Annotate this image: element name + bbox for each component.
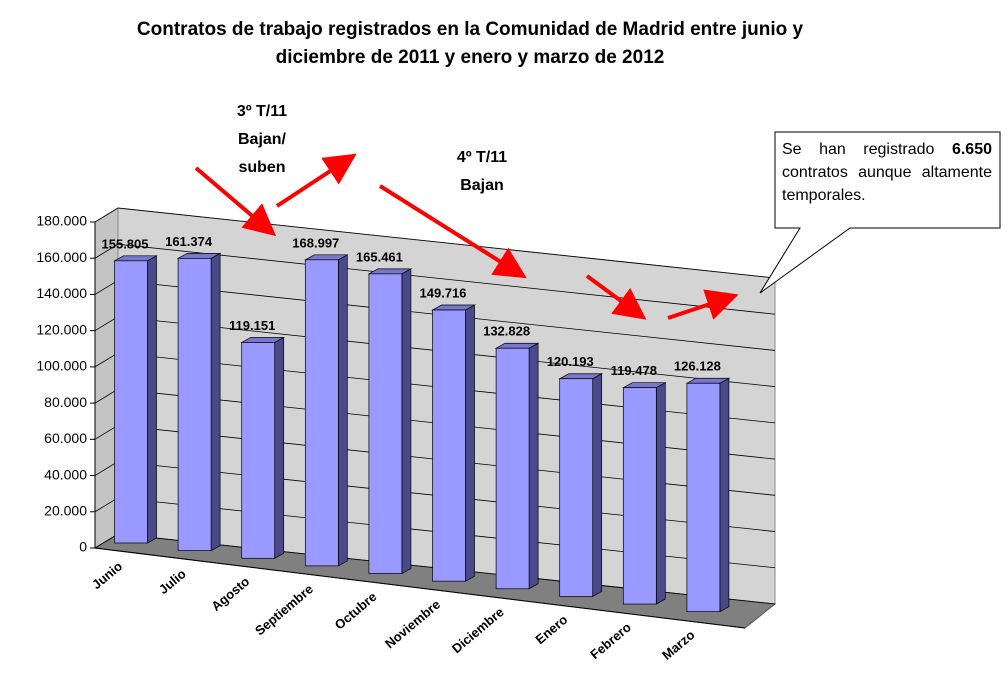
value-label: 165.461 (356, 249, 403, 264)
x-tick-label: Agosto (208, 574, 252, 614)
bar-side (655, 382, 666, 605)
value-label: 168.997 (292, 235, 339, 250)
x-tick-label: Julio (156, 566, 189, 597)
bar-front (304, 259, 339, 567)
bar (176, 252, 222, 552)
y-tick-label: 80.000 (44, 394, 87, 410)
bar (685, 377, 731, 613)
value-label: 132.828 (483, 324, 530, 339)
x-tick-label: Febrero (587, 619, 634, 662)
x-tick-label: Enero (532, 612, 570, 647)
arrow (275, 153, 357, 208)
annotation: Bajan/ (238, 131, 287, 148)
bar-front (114, 260, 148, 544)
value-label: 120.193 (547, 354, 594, 369)
bar (367, 268, 413, 575)
x-tick-label: Septiembre (252, 581, 316, 638)
bar-side (337, 254, 348, 567)
bar-side (210, 252, 221, 552)
x-tick-label: Octubre (332, 589, 380, 633)
chart-title: Contratos de trabajo registrados en la C… (137, 19, 804, 40)
bar (431, 304, 476, 582)
arrow (378, 184, 527, 279)
bar-side (528, 342, 539, 590)
annotation: 3º T/11 (237, 103, 287, 120)
callout-part: contratos aunque altamente temporales. (782, 164, 992, 204)
callout-part: Se han registrado (782, 141, 935, 158)
bar (558, 373, 604, 598)
callout-box (759, 131, 1001, 294)
grid-line (94, 243, 776, 315)
x-tick-label: Marzo (659, 627, 697, 663)
bar-side (465, 304, 475, 582)
bar-front (432, 309, 466, 582)
bar-side (147, 255, 157, 544)
y-tick-label: 0 (79, 539, 87, 555)
x-tick-label: Diciembre (449, 604, 507, 656)
arrow (585, 274, 647, 320)
bar-front (495, 347, 530, 590)
x-tick-label: Noviembre (382, 597, 443, 652)
annotation: suben (238, 159, 285, 176)
bar-front (368, 273, 403, 574)
value-label: 119.478 (611, 363, 657, 378)
bar-front (177, 258, 212, 551)
y-tick-label: 160.000 (36, 249, 87, 265)
chart-title: diciembre de 2011 y enero y marzo de 201… (276, 47, 665, 68)
y-tick-label: 120.000 (36, 321, 87, 337)
callout-text: Se han registrado 6.650 contratos aunque… (782, 138, 992, 207)
y-tick-label: 20.000 (44, 502, 87, 518)
bar-front (559, 378, 594, 597)
arrow (667, 289, 739, 320)
x-axis (94, 547, 746, 629)
bar (303, 254, 349, 567)
x-tick-label: Junio (89, 558, 125, 592)
grid-line (94, 207, 776, 279)
y-tick-label: 140.000 (36, 285, 87, 301)
value-label: 155.805 (102, 236, 149, 251)
callout-bold: 6.650 (951, 141, 992, 158)
y-tick-label: 40.000 (44, 466, 87, 482)
value-label: 149.716 (420, 285, 467, 300)
bar-side (274, 336, 285, 559)
y-tick-label: 60.000 (44, 430, 87, 446)
bar-front (241, 342, 276, 559)
value-label: 119.151 (229, 318, 275, 333)
bar-front (686, 382, 721, 613)
y-tick-label: 100.000 (36, 358, 87, 374)
bar-side (401, 268, 412, 575)
bar (113, 255, 158, 544)
annotation: Bajan (460, 177, 504, 194)
bar (240, 336, 286, 559)
arrow (194, 166, 277, 237)
bar (621, 382, 667, 605)
bar-side (592, 373, 603, 598)
trend-arrows (194, 153, 739, 320)
annotation: 4º T/11 (457, 149, 507, 166)
y-tick-label: 180.000 (36, 213, 87, 229)
value-label: 126.128 (674, 359, 721, 374)
bar-side (719, 377, 730, 613)
value-label: 161.374 (165, 234, 213, 249)
bar (494, 342, 540, 590)
bar-front (622, 387, 657, 605)
